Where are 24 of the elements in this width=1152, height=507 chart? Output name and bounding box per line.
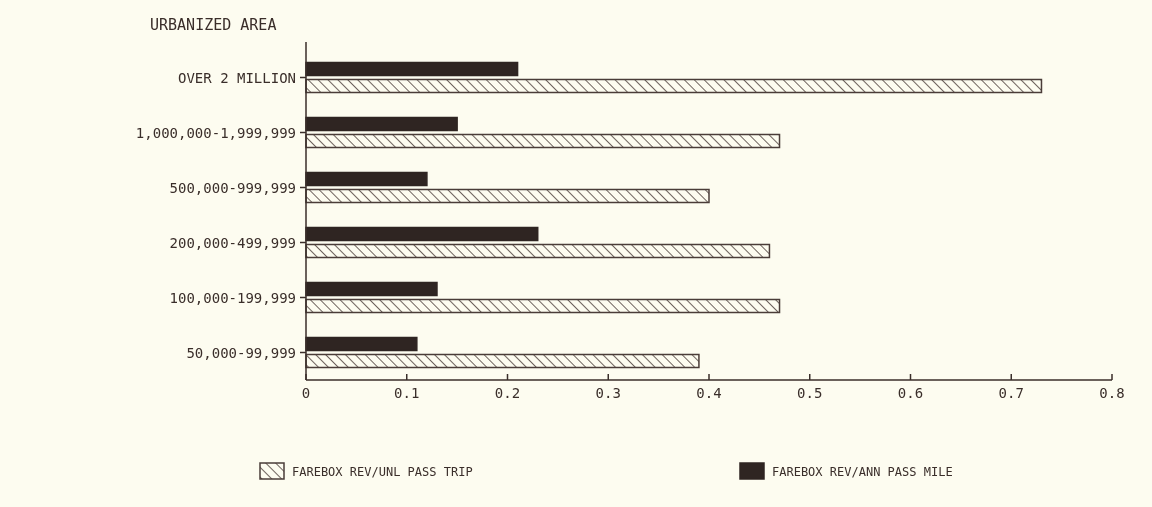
y-tick-label: OVER 2 MILLION: [177, 69, 296, 86]
y-tick-label: 50,000-99,999: [186, 344, 296, 361]
bar: [305, 78, 1043, 94]
y-tick-label: 1,000,000-1,999,999: [135, 124, 296, 141]
x-tick-label: 0.4: [696, 385, 722, 401]
x-tick-label: 0.2: [494, 385, 521, 401]
y-tick-label: 100,000-199,999: [169, 289, 296, 306]
bar: [305, 243, 771, 259]
bar: [305, 188, 710, 204]
bar: [305, 298, 781, 314]
y-axis-title: URBANIZED AREA: [150, 16, 277, 34]
y-tick-label: 500,000-999,999: [169, 179, 296, 196]
bar: [305, 353, 700, 369]
legend-label: FAREBOX REV/ANN PASS MILE: [772, 465, 953, 479]
x-tick-label: 0.8: [1099, 385, 1125, 401]
x-tick-label: 0.3: [595, 385, 621, 401]
x-tick-label: 0.1: [394, 385, 420, 401]
y-tick-label: 200,000-499,999: [169, 234, 296, 251]
legend-label: FAREBOX REV/UNL PASS TRIP: [292, 465, 473, 479]
x-tick-label: 0.6: [897, 385, 924, 401]
x-tick-label: 0: [301, 385, 311, 401]
bar: [305, 133, 781, 149]
x-tick-label: 0.7: [998, 385, 1024, 401]
x-tick-label: 0.5: [797, 385, 823, 401]
